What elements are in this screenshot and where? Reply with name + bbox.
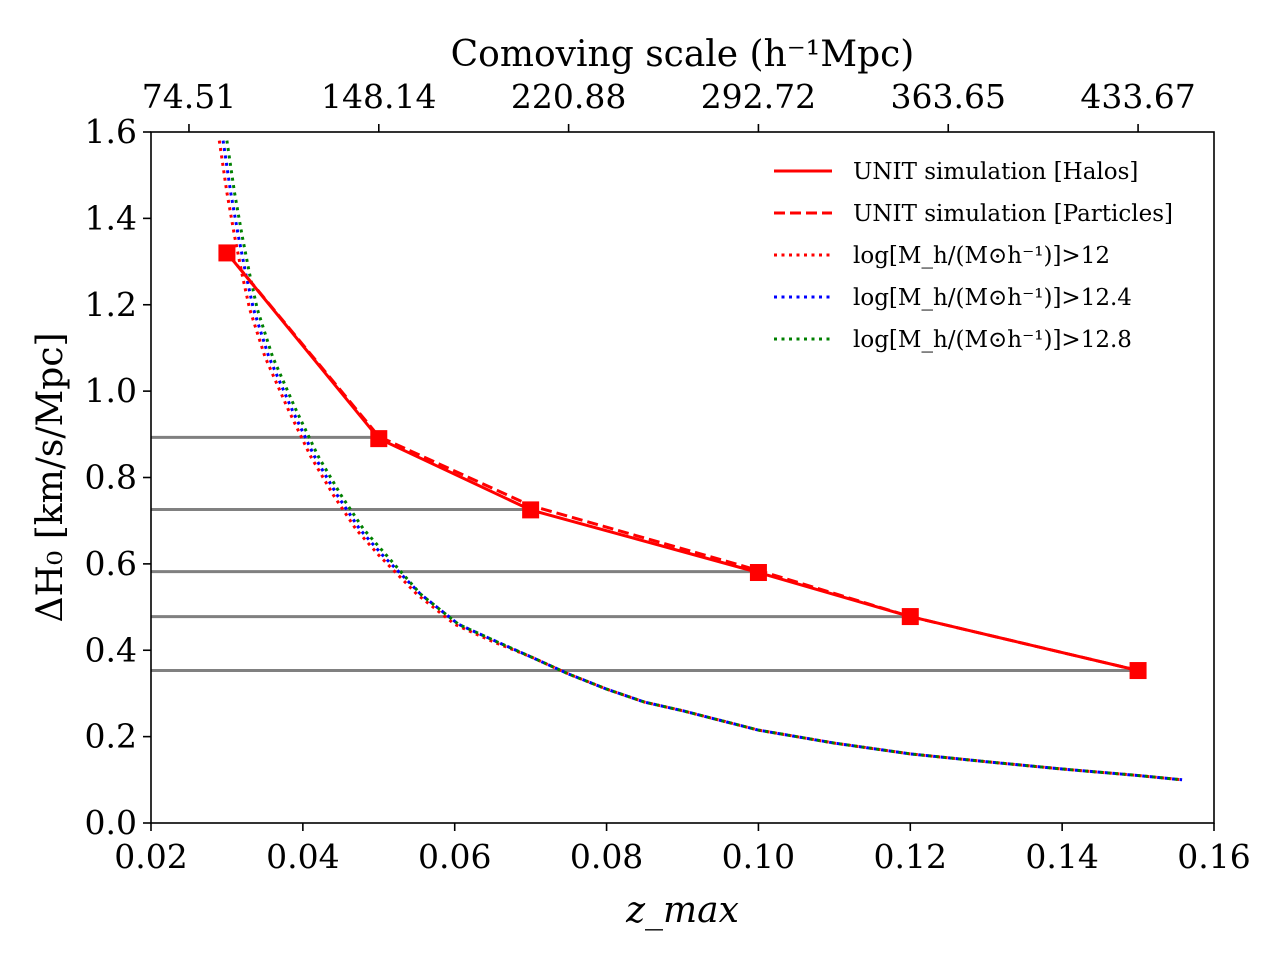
top-tick-label: 74.51 [142, 77, 236, 116]
y-tick-label: 0.4 [85, 630, 137, 669]
series-line-1 [225, 251, 1139, 672]
x-tick-label: 0.08 [570, 837, 643, 876]
series-marker-1-1 [218, 244, 236, 262]
y-tick-label: 0.2 [85, 717, 137, 756]
y-tick-label: 0.0 [85, 803, 137, 842]
y-tick-label: 1.6 [85, 112, 137, 151]
x-tick-label: 0.02 [114, 837, 187, 876]
x-tick-label: 0.16 [1177, 837, 1250, 876]
y-tick-label: 0.8 [85, 458, 137, 497]
top-tick-label: 148.14 [321, 77, 436, 116]
legend-label-2: UNIT simulation [Particles] [853, 201, 1173, 227]
series-layer [217, 140, 1183, 782]
series-marker-1-5 [901, 608, 919, 626]
y-tick-label: 1.4 [85, 198, 137, 237]
x-tick-label: 0.04 [266, 837, 339, 876]
series-line-3 [217, 140, 1183, 782]
legend-label-3: log[M_h/(M⊙h⁻¹)]>12 [853, 243, 1110, 269]
x-tick-label: 0.10 [722, 837, 795, 876]
series-marker-1-6 [1129, 662, 1147, 680]
plot-frame [150, 131, 1215, 824]
y-tick-label: 0.6 [85, 544, 137, 583]
top-tick-label: 433.67 [1080, 77, 1195, 116]
x-tick-label: 0.14 [1025, 837, 1098, 876]
series-marker-1-3 [522, 501, 540, 519]
y-axis-title: ΔH₀ [km/s/Mpc] [30, 332, 71, 622]
top-tick-label: 292.72 [701, 77, 816, 116]
series-line-4 [221, 140, 1183, 782]
legend: UNIT simulation [Halos] UNIT simulation [… [774, 159, 1173, 353]
x-tick-label: 0.06 [418, 837, 491, 876]
x-axis-title: z_max [625, 890, 739, 931]
x-tick-label: 0.12 [874, 837, 947, 876]
reference-lines [151, 435, 1139, 673]
legend-label-4: log[M_h/(M⊙h⁻¹)]>12.4 [853, 285, 1132, 311]
top-tick-label: 220.88 [511, 77, 626, 116]
top-axis-title: Comoving scale (h⁻¹Mpc) [451, 34, 915, 75]
y-tick-label: 1.0 [85, 371, 137, 410]
series-line-2 [225, 251, 1139, 672]
series-line-5 [225, 140, 1183, 782]
top-tick-label: 363.65 [891, 77, 1006, 116]
legend-label-1: UNIT simulation [Halos] [853, 159, 1138, 185]
series-marker-1-4 [749, 564, 767, 582]
series-marker-1-2 [370, 430, 388, 448]
y-tick-label: 1.2 [85, 285, 137, 324]
ticks-layer: 0.02 0.04 0.06 0.08 0.10 0.12 0.14 0.16 0.0 0.2 0.… [85, 77, 1251, 876]
legend-label-5: log[M_h/(M⊙h⁻¹)]>12.8 [853, 327, 1132, 353]
